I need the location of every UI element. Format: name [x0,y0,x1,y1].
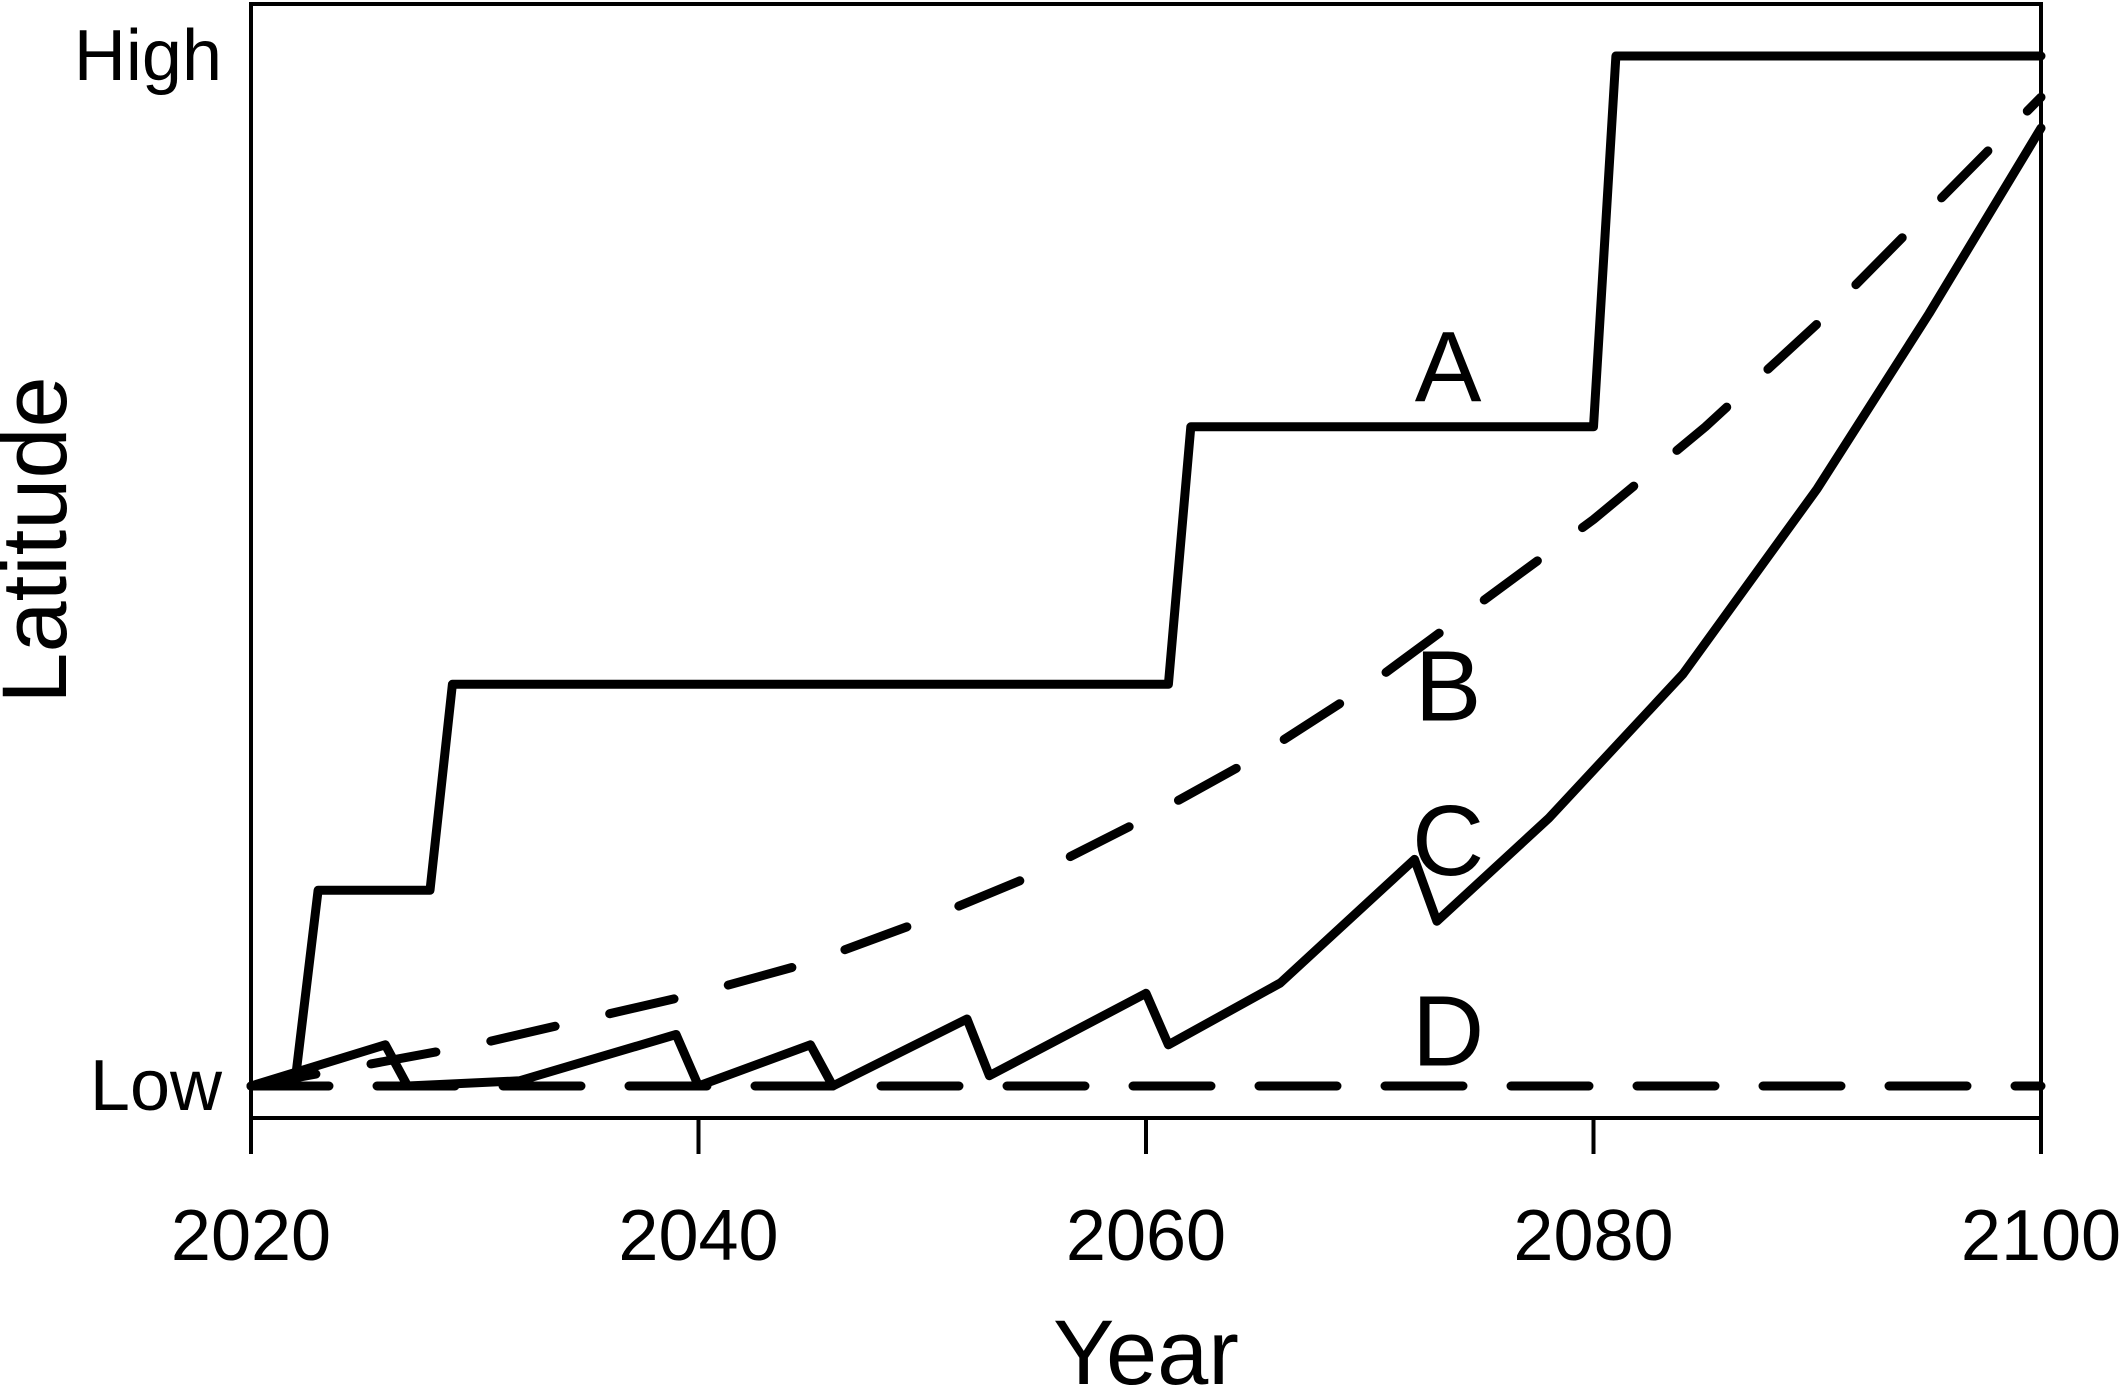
y-tick-label-high: High [74,16,222,96]
x-axis-title: Year [1053,1302,1239,1389]
y-axis-ticks: Low High [74,16,223,1126]
curve-labels: A BCD [1412,311,1484,1087]
series-c-line [246,123,2046,1091]
series-layer [246,51,2046,1091]
x-axis-ticks: 2020 2040 2060 2080 2100 [171,1118,2121,1276]
y-axis-title: Latitude [0,376,86,703]
series-b-label: B [1415,630,1482,742]
series-a-line [291,51,2046,1081]
series-c-label: C [1412,785,1484,897]
series-b-line [246,92,2046,1091]
series-d-label: D [1412,975,1484,1087]
x-tick-label-2080: 2080 [1513,1196,1673,1276]
x-tick-label-2100: 2100 [1961,1196,2121,1276]
x-tick-label-2020: 2020 [171,1196,331,1276]
x-tick-label-2060: 2060 [1066,1196,1226,1276]
series-a-label: A [1415,311,1482,423]
x-tick-label-2040: 2040 [618,1196,778,1276]
y-tick-label-low: Low [90,1046,223,1126]
plot-frame [249,2,2043,1120]
